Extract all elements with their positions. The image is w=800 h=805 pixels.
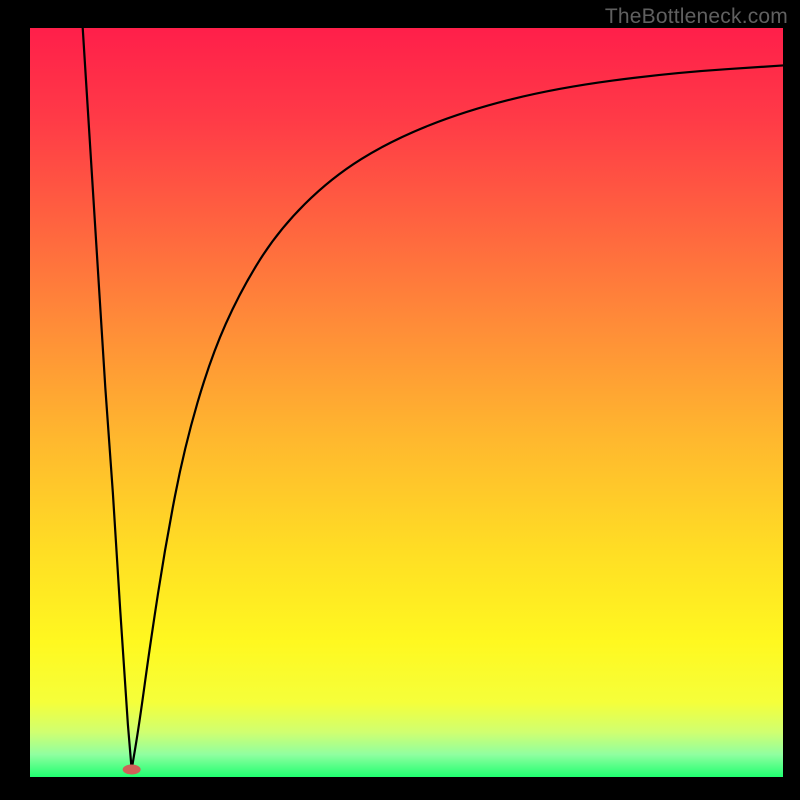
watermark-text: TheBottleneck.com [605,5,788,29]
chart-svg [0,0,800,800]
chart-container: TheBottleneck.com [0,0,800,800]
